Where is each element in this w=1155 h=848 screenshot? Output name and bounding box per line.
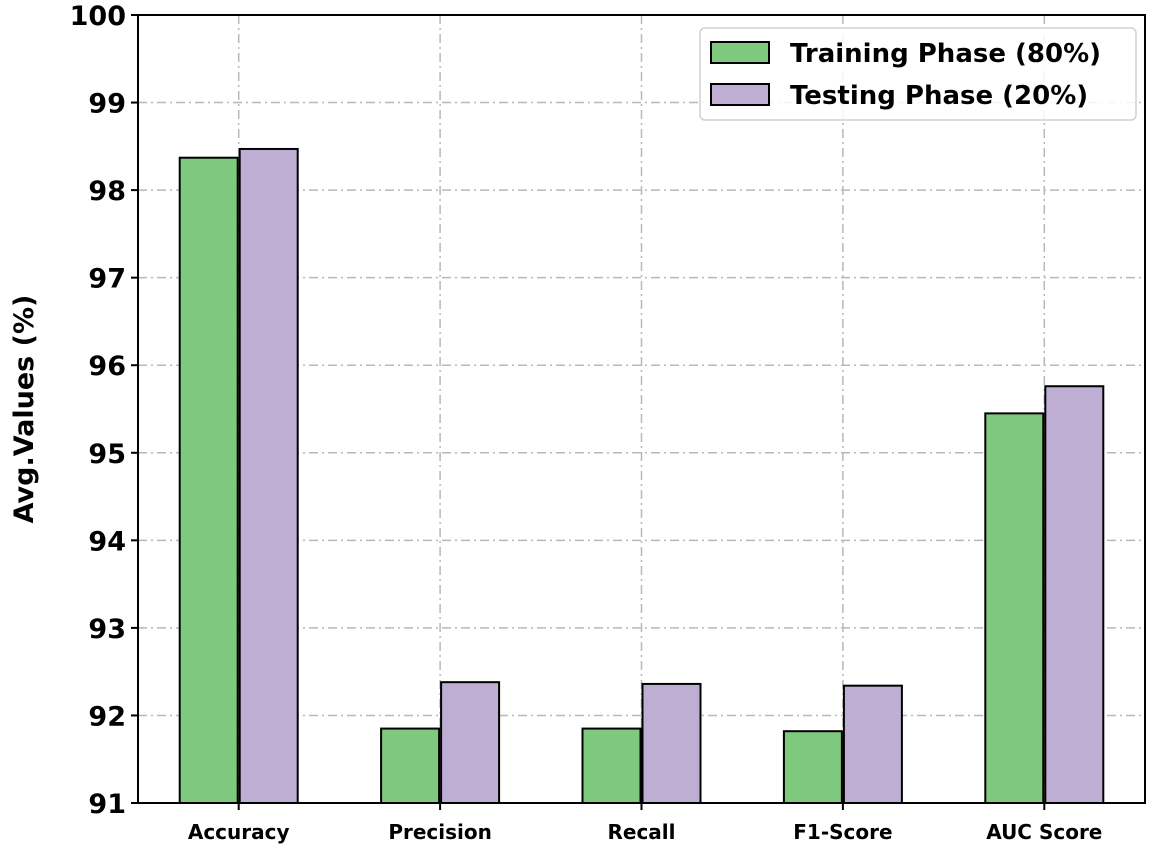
y-tick-label: 98 [88, 176, 126, 207]
bar-testing-accuracy [238, 147, 299, 804]
y-tick-label: 95 [88, 439, 126, 470]
bar-testing-auc-score [1044, 385, 1105, 804]
x-tick-label: Precision [388, 820, 492, 844]
bar-training-accuracy [178, 156, 239, 804]
bar-testing-precision [440, 681, 501, 805]
bars [178, 147, 1105, 805]
axes [131, 14, 1146, 810]
legend: Training Phase (80%) Testing Phase (20%) [699, 27, 1137, 121]
y-tick-label: 92 [88, 701, 126, 732]
y-tick-label: 96 [88, 351, 126, 382]
legend-label-training: Training Phase (80%) [790, 39, 1101, 69]
bar-training-f1-score [782, 730, 843, 805]
x-tick-label: Accuracy [188, 820, 290, 844]
bar-training-recall [581, 727, 642, 804]
y-tick-label: 93 [88, 614, 126, 645]
bar-training-auc-score [984, 412, 1045, 804]
x-tick-label: F1-Score [793, 820, 892, 844]
bar-training-precision [380, 727, 441, 804]
y-tick-label: 94 [88, 526, 126, 557]
y-tick-label: 99 [88, 89, 126, 120]
legend-frame [699, 27, 1137, 121]
legend-label-testing: Testing Phase (20%) [790, 81, 1088, 111]
bar-testing-recall [641, 682, 702, 804]
legend-swatch-testing [710, 83, 770, 106]
bar-testing-f1-score [842, 684, 903, 804]
y-tick-label: 100 [70, 1, 126, 32]
y-tick-label: 97 [88, 264, 126, 295]
y-tick-label: 91 [88, 789, 126, 820]
legend-swatch-training [710, 41, 770, 64]
plot-frame [137, 14, 1146, 804]
x-tick-label: AUC Score [986, 820, 1102, 844]
y-axis-label: Avg.Values (%) [9, 295, 40, 524]
x-tick-label: Recall [607, 820, 675, 844]
